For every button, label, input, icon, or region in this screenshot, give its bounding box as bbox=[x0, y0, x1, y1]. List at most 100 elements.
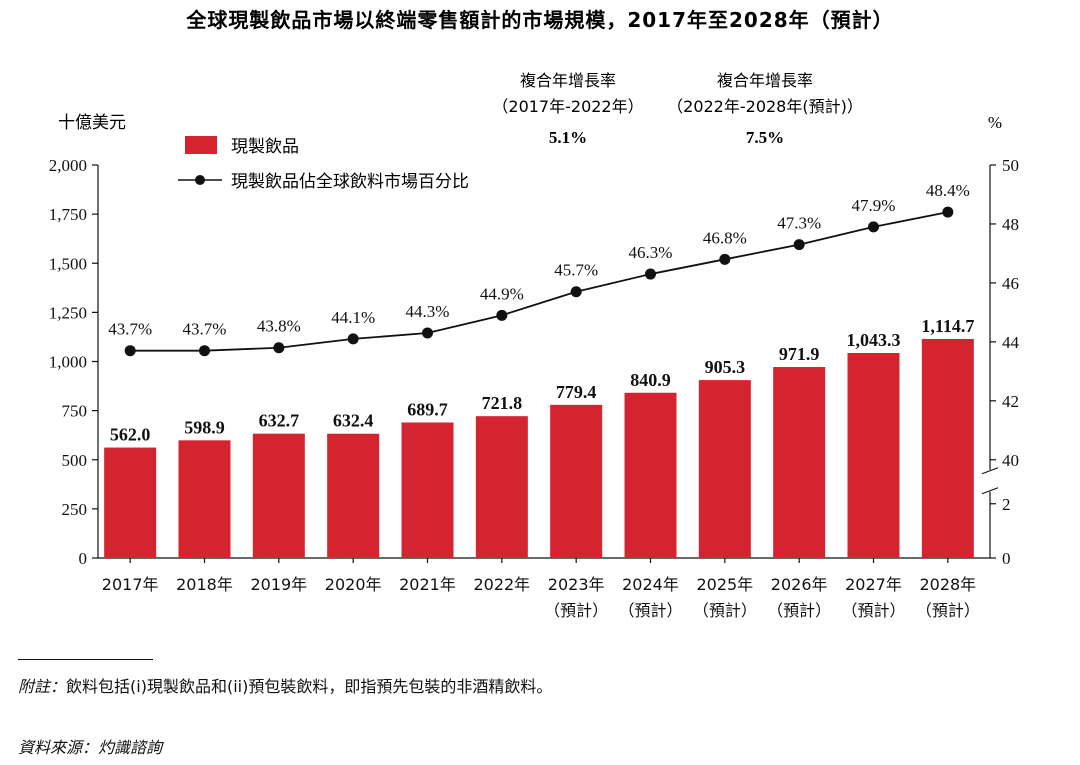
bar bbox=[698, 380, 751, 558]
line-point-label: 43.8% bbox=[257, 317, 301, 336]
line-point bbox=[793, 239, 805, 251]
axis-break-mark bbox=[981, 487, 999, 495]
y-tick-label-right: 0 bbox=[1002, 549, 1011, 568]
bar-value-label: 632.7 bbox=[259, 411, 300, 431]
line-point bbox=[868, 221, 879, 233]
y-tick-label-right: 42 bbox=[1002, 392, 1019, 411]
line-point bbox=[942, 206, 954, 218]
cagr-value: 7.5% bbox=[746, 128, 784, 147]
bar bbox=[252, 433, 305, 558]
line-point-label: 43.7% bbox=[108, 320, 152, 339]
y-tick-label: 1,500 bbox=[49, 254, 87, 273]
legend-line-label: 現製飲品佔全球飲料市場百分比 bbox=[231, 172, 469, 192]
y-tick-label: 0 bbox=[79, 549, 88, 568]
x-tick-label: 2018年 bbox=[176, 575, 233, 594]
footnote-text: 飲料包括(i)現製飲品和(ii)預包裝飲料，即指預先包裝的非酒精飲料。 bbox=[66, 677, 553, 696]
bar-value-label: 689.7 bbox=[407, 399, 448, 419]
bar bbox=[104, 447, 157, 558]
footnote-rule bbox=[18, 659, 153, 660]
bar-value-label: 562.0 bbox=[110, 425, 151, 445]
x-tick-label: 2021年 bbox=[399, 575, 456, 594]
source-note: 資料來源：灼識諮詢 bbox=[18, 738, 163, 757]
line-point-label: 43.7% bbox=[183, 320, 227, 339]
line-series bbox=[130, 211, 949, 352]
line-point bbox=[422, 327, 433, 339]
line-point bbox=[273, 342, 285, 354]
y-tick-label: 1,000 bbox=[49, 353, 87, 372]
legend-bar-swatch bbox=[185, 136, 217, 154]
cagr-period: （2022年-2028年(預計)） bbox=[667, 97, 863, 116]
legend-line-marker bbox=[195, 175, 205, 185]
bar bbox=[550, 404, 603, 558]
y-tick-label-right: 50 bbox=[1002, 156, 1019, 175]
line-point bbox=[570, 286, 582, 298]
x-tick-label: 2023年 bbox=[548, 575, 605, 594]
y-tick-label: 250 bbox=[62, 500, 88, 519]
line-point-label: 47.3% bbox=[777, 214, 821, 233]
bar bbox=[401, 422, 454, 558]
line-point-label: 45.7% bbox=[554, 261, 598, 280]
x-tick-sublabel: （預計） bbox=[841, 601, 905, 620]
x-tick-label: 2027年 bbox=[845, 575, 902, 594]
bar-value-label: 779.4 bbox=[556, 382, 597, 402]
bar bbox=[847, 352, 900, 558]
bar-value-label: 598.9 bbox=[184, 417, 225, 437]
line-point bbox=[645, 268, 656, 280]
y-tick-label: 1,750 bbox=[49, 205, 87, 224]
x-tick-sublabel: （預計） bbox=[618, 601, 682, 620]
x-tick-sublabel: （預計） bbox=[693, 601, 757, 620]
x-tick-label: 2019年 bbox=[250, 575, 307, 594]
legend-bar-label: 現製飲品 bbox=[231, 137, 299, 157]
x-tick-label: 2026年 bbox=[771, 575, 828, 594]
line-point bbox=[124, 345, 136, 357]
line-point bbox=[496, 309, 508, 321]
bar bbox=[178, 440, 231, 558]
x-tick-sublabel: （預計） bbox=[544, 601, 608, 620]
x-tick-sublabel: （預計） bbox=[767, 601, 831, 620]
line-point-label: 47.9% bbox=[852, 196, 896, 215]
cagr-title: 複合年增長率 bbox=[520, 71, 616, 90]
line-point-label: 44.3% bbox=[406, 302, 450, 321]
y-tick-label-right: 2 bbox=[1002, 495, 1011, 514]
x-tick-label: 2020年 bbox=[325, 575, 382, 594]
line-point-label: 46.3% bbox=[629, 243, 673, 262]
cagr-title: 複合年增長率 bbox=[717, 71, 813, 90]
line-point-label: 44.9% bbox=[480, 284, 524, 303]
axis-break-mark bbox=[981, 467, 999, 475]
y-tick-label-right: 46 bbox=[1002, 274, 1019, 293]
bar-value-label: 1,114.7 bbox=[921, 316, 974, 336]
bar bbox=[773, 367, 826, 558]
y-tick-label: 500 bbox=[62, 451, 88, 470]
x-tick-label: 2024年 bbox=[622, 575, 679, 594]
y-tick-label: 1,250 bbox=[49, 303, 87, 322]
line-point-label: 46.8% bbox=[703, 228, 747, 247]
x-tick-sublabel: （預計） bbox=[916, 601, 980, 620]
y-tick-label: 2,000 bbox=[49, 156, 87, 175]
bar-value-label: 721.8 bbox=[482, 393, 523, 413]
x-tick-label: 2022年 bbox=[473, 575, 530, 594]
line-point bbox=[719, 253, 731, 265]
line-point bbox=[347, 333, 359, 345]
line-point-label: 44.1% bbox=[331, 308, 375, 327]
cagr-annotation-1: 複合年增長率 （2017年-2022年） 5.1% bbox=[492, 71, 643, 147]
cagr-value: 5.1% bbox=[549, 128, 587, 147]
x-tick-label: 2028年 bbox=[919, 575, 976, 594]
cagr-annotation-2: 複合年增長率 （2022年-2028年(預計)） 7.5% bbox=[667, 71, 863, 147]
bar-value-label: 632.4 bbox=[333, 411, 374, 431]
cagr-period: （2017年-2022年） bbox=[492, 97, 643, 116]
bar bbox=[921, 338, 974, 558]
legend: 現製飲品 現製飲品佔全球飲料市場百分比 bbox=[178, 136, 469, 192]
y-axis-label: 十億美元 bbox=[58, 113, 126, 133]
bar-value-label: 971.9 bbox=[779, 344, 820, 364]
y-tick-label-right: 48 bbox=[1002, 215, 1019, 234]
bar bbox=[327, 433, 380, 558]
bar bbox=[475, 416, 528, 558]
x-tick-label: 2017年 bbox=[102, 575, 159, 594]
y-axis-label-right: % bbox=[988, 113, 1002, 132]
y-tick-label-right: 40 bbox=[1002, 451, 1019, 470]
y-tick-label-right: 44 bbox=[1002, 333, 1020, 352]
chart-title: 全球現製飲品市場以終端零售額計的市場規模，2017年至2028年（預計） bbox=[185, 8, 893, 32]
bar-value-label: 905.3 bbox=[705, 357, 746, 377]
line-point bbox=[199, 345, 210, 357]
